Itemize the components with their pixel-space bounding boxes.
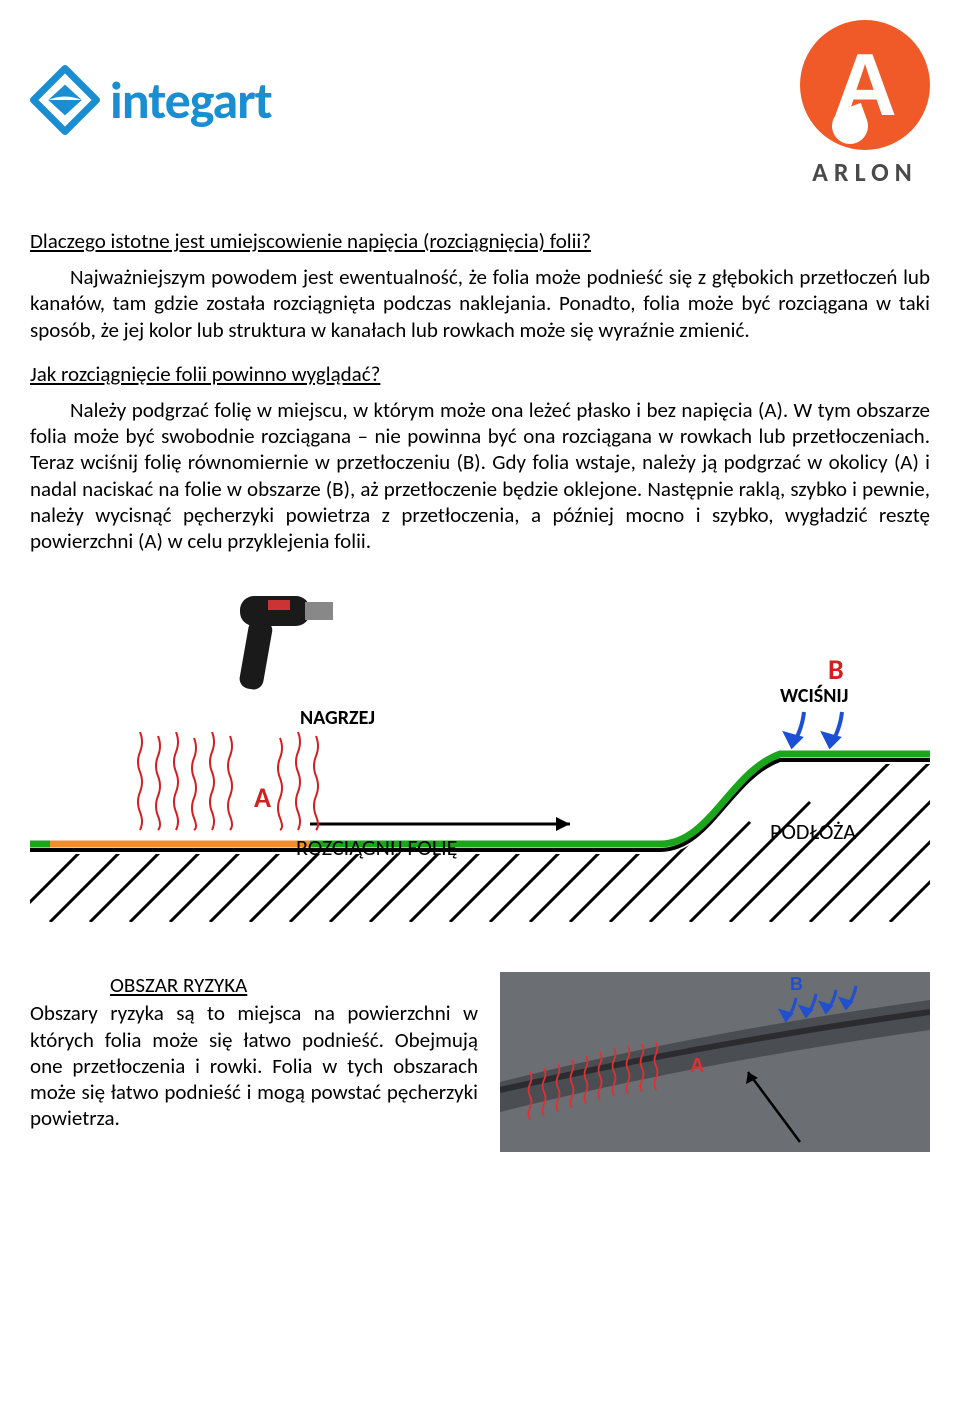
diagram-label-wcisnij: WCIŚNIJ xyxy=(780,684,848,708)
risk-text-block: OBSZAR RYZYKA Obszary ryzyka są to miejs… xyxy=(30,972,478,1131)
header: integart A ARLON xyxy=(30,20,930,188)
diagram-label-a: A xyxy=(254,780,271,815)
arlon-circle-icon: A xyxy=(800,20,930,150)
heat-waves-icon xyxy=(130,732,340,842)
section1-heading: Dlaczego istotne jest umiejscowienie nap… xyxy=(30,228,930,254)
diagram-label-nagrzej: NAGRZEJ xyxy=(300,706,375,730)
risk-body: Obszary ryzyka są to miejsca na powierzc… xyxy=(30,1000,478,1131)
svg-text:A: A xyxy=(690,1055,704,1077)
risk-photo-svg: A B xyxy=(500,972,930,1152)
heat-gun-icon xyxy=(220,576,340,716)
arlon-logo: A ARLON xyxy=(800,20,930,188)
risk-photo: A B xyxy=(500,972,930,1152)
risk-section: OBSZAR RYZYKA Obszary ryzyka są to miejs… xyxy=(30,972,930,1152)
integart-text: integart xyxy=(110,68,272,132)
arlon-text: ARLON xyxy=(812,156,918,188)
diagram-label-b: B xyxy=(828,652,844,687)
diagram-label-podloza: PODŁOŻA xyxy=(770,818,856,845)
section2-heading: Jak rozciągnięcie folii powinno wyglądać… xyxy=(30,361,930,387)
integart-logo: integart xyxy=(30,65,272,135)
risk-heading: OBSZAR RYZYKA xyxy=(110,972,478,998)
integart-icon xyxy=(30,65,100,135)
section2-body: Należy podgrzać folię w miejscu, w który… xyxy=(30,397,930,555)
section1-body: Najważniejszym powodem jest ewentualność… xyxy=(30,264,930,343)
diagram-label-rozciagnij: ROZCIĄGNIJ FOLIĘ xyxy=(296,834,457,861)
stretch-diagram: NAGRZEJ A B WCIŚNIJ ROZCIĄGNIJ FOLIĘ POD… xyxy=(30,572,930,922)
svg-text:B: B xyxy=(790,974,803,994)
arlon-letter: A xyxy=(833,34,897,136)
